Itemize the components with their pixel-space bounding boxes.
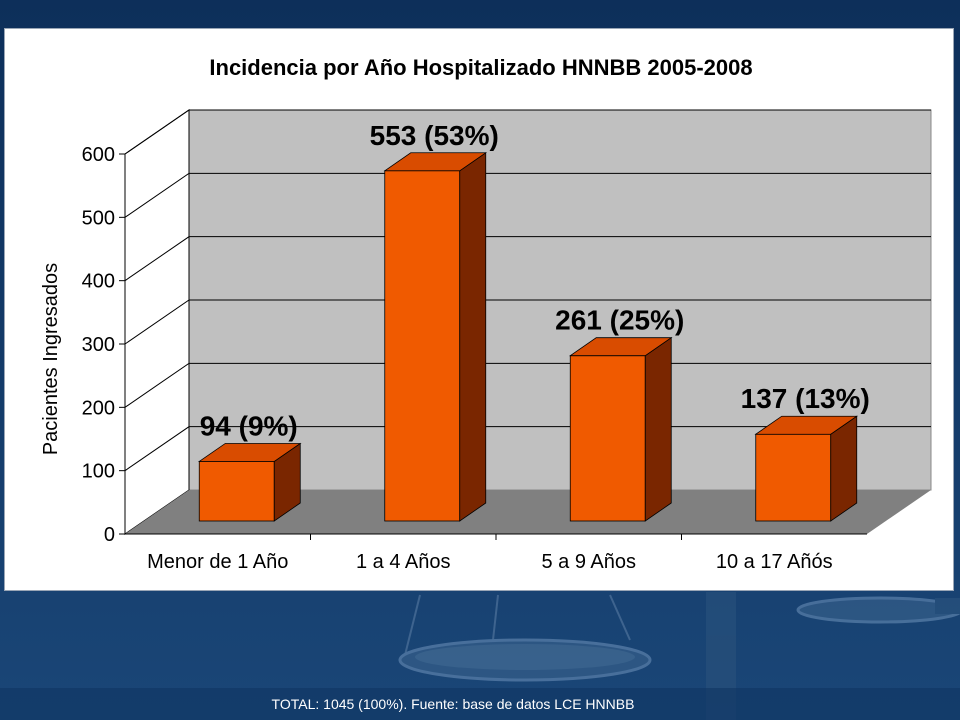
x-tick-label: 1 a 4 Años <box>356 551 451 573</box>
gridline <box>124 362 931 408</box>
y-tick-label: 300 <box>82 334 115 356</box>
gridline <box>124 172 931 218</box>
data-label: 553 (53%) <box>370 120 499 151</box>
y-tick-label: 600 <box>82 144 115 166</box>
data-label: 137 (13%) <box>741 383 870 414</box>
gridline <box>124 109 931 155</box>
gridline <box>124 299 931 345</box>
footer-note: TOTAL: 1045 (100%). Fuente: base de dato… <box>271 696 635 712</box>
x-tick-label: 5 a 9 Años <box>541 551 636 573</box>
bar-top <box>754 415 859 435</box>
bar <box>568 336 673 522</box>
bar-top <box>568 337 673 357</box>
x-tick-label: 10 a 17 Añós <box>716 551 833 573</box>
bar-front <box>569 355 646 522</box>
bar <box>383 152 488 522</box>
bar-top <box>383 152 488 172</box>
bar-top <box>197 443 302 462</box>
y-axis-label: Pacientes Ingresados <box>40 263 62 455</box>
chart-panel: 94 (9%) 553 (53%) 261 (25%) 137 (13%) 0 100 2… <box>4 28 954 591</box>
bar-front <box>198 461 275 522</box>
chart-title: Incidencia por Año Hospitalizado HNNBB 2… <box>209 55 752 80</box>
y-tick-label: 500 <box>82 207 115 229</box>
bar <box>197 442 302 522</box>
y-tick-label: 200 <box>82 397 115 419</box>
bar-chart: 94 (9%) 553 (53%) 261 (25%) 137 (13%) 0 100 2… <box>40 55 932 573</box>
bar-front <box>755 433 832 522</box>
bar-front <box>384 170 461 522</box>
bar <box>754 415 859 522</box>
data-label: 94 (9%) <box>200 410 298 441</box>
gridline <box>124 426 931 472</box>
x-tick-label: Menor de 1 Año <box>147 551 288 573</box>
y-tick-label: 0 <box>104 524 115 546</box>
y-tick-label: 400 <box>82 271 115 293</box>
y-tick-label: 100 <box>82 461 115 483</box>
gridline <box>124 236 931 282</box>
floor <box>125 490 931 534</box>
bar-side <box>644 336 672 522</box>
data-label: 261 (25%) <box>555 305 684 336</box>
bar-side <box>459 152 487 522</box>
